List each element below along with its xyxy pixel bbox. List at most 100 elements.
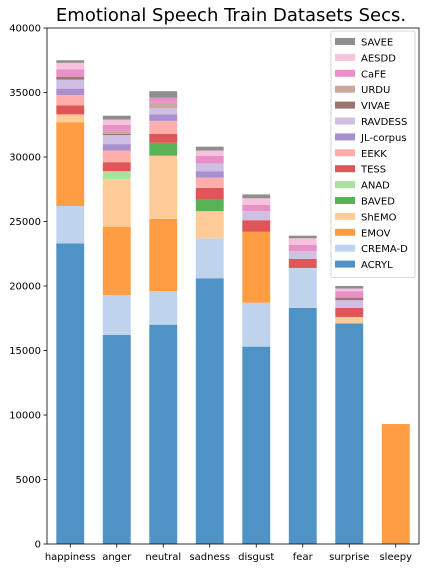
bar-segment-jl-corpus-happiness (56, 88, 85, 96)
legend-swatch-vivae (335, 101, 355, 109)
y-tick-label: 0 (35, 540, 41, 551)
bar-segment-savee-fear (288, 235, 317, 239)
bar-segment-jl-corpus-neutral (149, 114, 178, 121)
bar-segment-savee-neutral (149, 91, 178, 98)
bar-segment-crema-d-anger (102, 295, 131, 336)
legend-label-vivae: VIVAE (361, 101, 390, 112)
legend-label-ravdess: RAVDESS (361, 117, 407, 128)
legend-swatch-jl-corpus (335, 133, 355, 141)
legend-swatch-emov (335, 228, 355, 236)
bar-segment-emov-neutral (149, 218, 178, 292)
legend-swatch-anad (335, 181, 355, 189)
y-tick-label: 20000 (9, 282, 41, 293)
bar-segment-acryl-surprise (335, 323, 364, 544)
legend-label-anad: ANAD (361, 181, 390, 192)
bar-segment-acryl-sadness (195, 278, 224, 544)
bar-segment-aesdd-sadness (195, 150, 224, 156)
legend-label-shemo: ShEMO (361, 212, 397, 223)
legend-label-cafe: CaFE (361, 69, 386, 80)
legend-label-savee: SAVEE (361, 38, 393, 49)
x-tick-label-disgust: disgust (238, 552, 274, 563)
bar-segment-emov-anger (102, 226, 131, 296)
bar-segment-vivae-happiness (56, 77, 85, 80)
bar-segment-shemo-anger (102, 178, 131, 227)
legend-swatch-ravdess (335, 117, 355, 125)
legend-swatch-cafe (335, 69, 355, 77)
bar-segment-tess-sadness (195, 187, 224, 200)
legend-label-urdu: URDU (361, 85, 390, 96)
bar-segment-aesdd-fear (288, 238, 317, 245)
legend-swatch-tess (335, 165, 355, 173)
axes-group: 0 5000 10000 15000 20000 25000 30000 35000 40000… (9, 24, 420, 563)
bars-group (56, 60, 410, 544)
bar-segment-eekk-anger (102, 150, 131, 163)
bar-segment-aesdd-surprise (335, 288, 364, 292)
bar-segment-jl-corpus-sadness (195, 171, 224, 178)
bar-segment-crema-d-sadness (195, 238, 224, 279)
bar-segment-cafe-sadness (195, 155, 224, 164)
y-tick-label: 25000 (9, 217, 41, 228)
bar-segment-savee-anger (102, 115, 131, 120)
legend-label-tess: TESS (360, 165, 386, 176)
bar-segment-emov-happiness (56, 122, 85, 207)
x-tick-label-anger: anger (102, 552, 132, 563)
bar-segment-tess-happiness (56, 105, 85, 115)
legend-label-crema-d: CREMA-D (361, 244, 408, 255)
bar-segment-ravdess-fear (288, 251, 317, 259)
y-tick-label: 15000 (9, 346, 41, 357)
bar-segment-emov-disgust (242, 231, 271, 303)
legend-swatch-baved (335, 197, 355, 204)
x-tick-label-happiness: happiness (45, 552, 96, 563)
bar-segment-crema-d-fear (288, 267, 317, 308)
bar-segment-shemo-happiness (56, 114, 85, 123)
bar-segment-savee-surprise (335, 286, 364, 289)
bar-segment-cafe-neutral (149, 97, 178, 103)
chart-title: Emotional Speech Train Datasets Secs. (56, 5, 406, 26)
bar-segment-shemo-surprise (335, 316, 364, 324)
bar-segment-ravdess-neutral (149, 107, 178, 115)
bar-segment-tess-neutral (149, 133, 178, 143)
bar-segment-anad-anger (102, 171, 131, 179)
bar-segment-aesdd-happiness (56, 62, 85, 70)
bar-segment-ravdess-sadness (195, 163, 224, 172)
x-tick-label-fear: fear (293, 552, 314, 563)
bar-segment-baved-sadness (195, 199, 224, 212)
legend-swatch-shemo (335, 212, 355, 220)
legend-swatch-crema-d (335, 244, 355, 252)
y-tick-label: 30000 (9, 153, 41, 164)
bar-segment-cafe-anger (102, 124, 131, 132)
bar-segment-acryl-disgust (242, 346, 271, 544)
bar-segment-tess-anger (102, 162, 131, 172)
y-tick-label: 10000 (9, 411, 41, 422)
bar-segment-acryl-neutral (149, 324, 178, 544)
legend-swatch-savee (335, 38, 355, 45)
bar-segment-cafe-fear (288, 244, 317, 252)
bar-segment-urdu-anger (102, 131, 131, 134)
legend-swatch-aesdd (335, 53, 355, 61)
bar-segment-aesdd-anger (102, 119, 131, 125)
bar-segment-eekk-sadness (195, 177, 224, 188)
bar-segment-crema-d-happiness (56, 206, 85, 244)
bar-segment-cafe-surprise (335, 291, 364, 298)
bar-segment-eekk-neutral (149, 120, 178, 134)
x-tick-label-sleepy: sleepy (379, 552, 412, 563)
bar-segment-tess-fear (288, 258, 317, 268)
legend-label-baved: BAVED (361, 197, 395, 208)
y-tick-label: 35000 (9, 88, 41, 99)
bar-segment-vivae-surprise (335, 297, 364, 301)
bar-segment-cafe-happiness (56, 69, 85, 78)
bar-segment-jl-corpus-anger (102, 144, 131, 151)
legend-label-aesdd: AESDD (361, 53, 396, 64)
legend-swatch-acryl (335, 260, 355, 268)
bar-segment-acryl-fear (288, 307, 317, 544)
bar-segment-ravdess-disgust (242, 211, 271, 221)
x-tick-label-neutral: neutral (145, 552, 181, 563)
bar-segment-aesdd-disgust (242, 198, 271, 205)
bar-segment-crema-d-disgust (242, 302, 271, 347)
bar-segment-ravdess-surprise (335, 300, 364, 308)
bar-segment-urdu-neutral (149, 102, 178, 108)
y-tick-label: 5000 (16, 475, 41, 486)
bar-segment-crema-d-neutral (149, 291, 178, 325)
legend-label-acryl: ACRYL (361, 260, 393, 271)
